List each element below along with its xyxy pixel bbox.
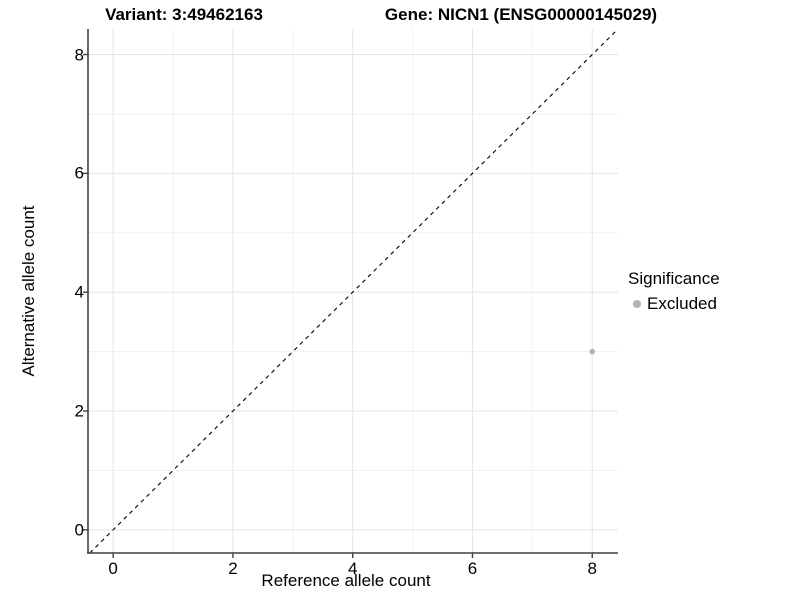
x-tick-label: 6 bbox=[467, 559, 478, 578]
y-axis-title: Alternative allele count bbox=[19, 205, 38, 377]
x-tick-label: 0 bbox=[108, 559, 118, 578]
y-tick-label: 8 bbox=[74, 45, 84, 65]
identity-dashed-line bbox=[89, 28, 619, 554]
x-tick-label: 4 bbox=[347, 559, 358, 578]
data-point bbox=[589, 348, 596, 355]
x-tick-label: 8 bbox=[587, 559, 597, 578]
x-axis-title: Reference allele count bbox=[261, 571, 431, 590]
y-tick-label: 2 bbox=[74, 401, 84, 421]
plot-title-variant: Variant: 3:49462163 bbox=[105, 5, 263, 24]
y-tick-label: 6 bbox=[74, 163, 84, 183]
legend-point-icon bbox=[633, 300, 641, 308]
y-tick-label: 4 bbox=[74, 282, 84, 302]
plot-title-gene: Gene: NICN1 (ENSG00000145029) bbox=[384, 5, 658, 24]
legend-title: Significance bbox=[628, 269, 720, 288]
legend-item-excluded: Excluded bbox=[628, 294, 720, 314]
legend-item-label: Excluded bbox=[647, 294, 717, 313]
legend: Significance Excluded bbox=[628, 269, 720, 314]
y-tick-label: 0 bbox=[74, 520, 84, 540]
x-tick-label: 2 bbox=[228, 559, 238, 578]
